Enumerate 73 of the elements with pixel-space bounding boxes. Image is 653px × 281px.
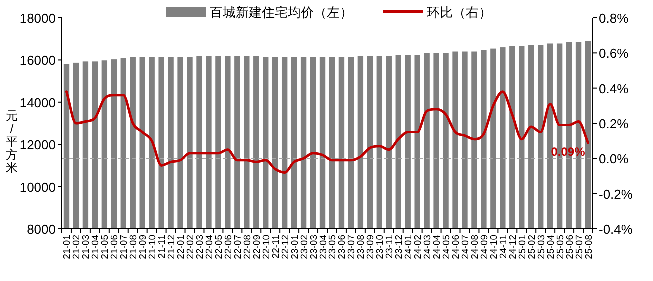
x-tick-label: 21-11 (157, 235, 168, 259)
x-tick-label: 25-05 (555, 235, 566, 260)
y-tick-label: 14000 (20, 95, 56, 110)
x-tick-label: 25-02 (526, 235, 538, 260)
y-axis-title: 元/平方米 (6, 109, 18, 175)
x-tick-label: 21-10 (148, 235, 159, 260)
x-tick-label: 24-08 (470, 235, 481, 260)
x-tick-label: 23-04 (318, 235, 330, 260)
x-tick-label: 23-05 (328, 235, 339, 260)
x-tick-label: 23-08 (356, 235, 368, 260)
x-tick-label: 24-04 (432, 235, 444, 260)
x-tick-label: 21-03 (81, 235, 92, 260)
y2-tick-label: 0.4% (599, 81, 630, 96)
x-tick-label: 22-06 (223, 235, 234, 260)
x-tick-label: 21-08 (128, 235, 140, 260)
legend-label: 环比（右） (427, 5, 492, 20)
y2-tick-label: -0.4% (599, 222, 634, 237)
x-tick-label: 23-10 (375, 235, 386, 260)
x-tick-label: 22-05 (214, 235, 225, 260)
x-tick-label: 23-03 (308, 235, 320, 260)
x-tick-label: 23-01 (290, 235, 301, 260)
x-tick-label: 21-12 (166, 235, 178, 260)
x-tick-label: 22-10 (261, 235, 272, 260)
x-tick-label: 25-08 (584, 235, 595, 260)
x-tick-label: 23-11 (384, 235, 396, 259)
y2-tick-label: 0.8% (599, 11, 630, 26)
x-tick-label: 21-01 (62, 235, 74, 260)
x-tick-label: 21-04 (90, 235, 102, 260)
y-tick-label: 8000 (27, 222, 56, 237)
x-tick-label: 22-12 (280, 235, 292, 260)
x-tick-label: 24-09 (479, 235, 490, 260)
x-tick-label: 22-03 (194, 235, 206, 260)
x-tick-label: 23-09 (366, 235, 377, 260)
x-tick-label: 23-12 (394, 235, 406, 260)
x-tick-label: 22-04 (204, 235, 216, 260)
x-tick-label: 24-03 (422, 235, 434, 260)
x-tick-label: 25-07 (574, 235, 586, 260)
x-tick-label: 23-06 (337, 235, 348, 260)
x-tick-label: 25-03 (536, 235, 548, 260)
x-tick-label: 25-04 (546, 235, 557, 260)
y2-tick-label: 0.6% (599, 46, 630, 62)
y2-tick-label: 0.0% (599, 152, 630, 167)
y-tick-label: 10000 (20, 180, 56, 195)
x-tick-label: 21-09 (138, 235, 150, 260)
x-tick-label: 25-06 (564, 235, 576, 260)
x-tick-label: 24-06 (451, 235, 462, 260)
x-tick-label: 22-09 (252, 235, 263, 260)
x-tick-label: 24-02 (413, 235, 424, 260)
y2-tick-label: 0.2% (599, 116, 630, 132)
x-tick-label: 23-07 (346, 235, 358, 260)
x-tick-label: 21-06 (110, 235, 121, 260)
x-tick-label: 22-02 (186, 235, 197, 260)
x-tick-label: 22-11 (270, 235, 282, 259)
y-tick-label: 16000 (20, 53, 56, 68)
y2-tick-label: -0.2% (599, 186, 634, 202)
y-tick-label: 12000 (20, 138, 56, 153)
x-tick-label: 24-10 (488, 235, 500, 260)
x-tick-label: 21-05 (100, 235, 112, 260)
legend-label: 百城新建住宅均价（左） (210, 5, 353, 20)
x-tick-label: 22-08 (242, 235, 254, 260)
x-tick-label: 21-07 (119, 235, 130, 260)
x-tick-label: 24-05 (442, 235, 453, 260)
x-tick-label: 24-12 (508, 235, 519, 260)
x-tick-label: 25-01 (517, 235, 528, 260)
x-tick-label: 24-07 (460, 235, 472, 260)
line-series (65, 90, 590, 174)
x-tick-label: 22-07 (232, 235, 244, 260)
x-tick-label: 22-01 (176, 235, 188, 260)
x-tick-label: 24-11 (498, 235, 510, 259)
x-tick-label: 24-01 (404, 235, 415, 260)
y-tick-label: 18000 (20, 11, 56, 26)
x-tick-label: 21-02 (72, 235, 83, 260)
x-tick-label: 23-02 (299, 235, 310, 260)
